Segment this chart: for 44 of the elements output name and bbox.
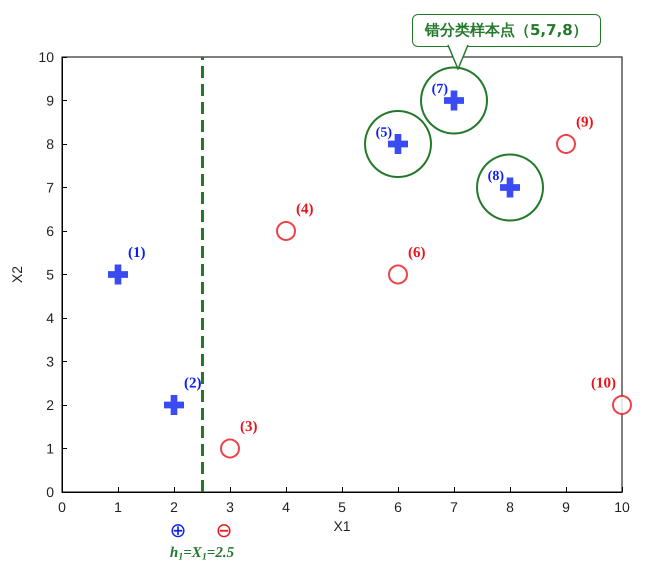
x-tick-label: 4 bbox=[282, 499, 290, 515]
y-tick-label: 10 bbox=[38, 49, 54, 65]
y-tick-label: 7 bbox=[46, 180, 54, 196]
x-tick-label: 1 bbox=[114, 499, 122, 515]
point bbox=[108, 264, 128, 284]
x-tick-label: 10 bbox=[614, 499, 630, 515]
y-tick-label: 8 bbox=[46, 136, 54, 152]
x-tick-label: 0 bbox=[58, 499, 66, 515]
point bbox=[164, 395, 184, 415]
point bbox=[612, 395, 632, 415]
y-tick-label: 3 bbox=[46, 354, 54, 370]
y-tick-label: 2 bbox=[46, 397, 54, 413]
annotation: (10) bbox=[591, 376, 616, 392]
text: ⊖ bbox=[216, 518, 232, 542]
y-tick-label: 6 bbox=[46, 223, 54, 239]
x-tick-label: 9 bbox=[562, 499, 570, 515]
point bbox=[220, 438, 240, 458]
x-tick-label: 8 bbox=[506, 499, 514, 515]
text: 错分类样本点（5,7,8） bbox=[412, 14, 601, 47]
annotation: (1) bbox=[128, 245, 146, 261]
x-tick-label: 2 bbox=[170, 499, 178, 515]
annotation: (2) bbox=[184, 376, 202, 392]
point bbox=[388, 264, 408, 284]
y-axis-title: X2 bbox=[9, 266, 25, 284]
x-tick-label: 3 bbox=[226, 499, 234, 515]
x-tick-label: 7 bbox=[450, 499, 458, 515]
x-axis-title: X1 bbox=[333, 518, 351, 534]
point bbox=[556, 134, 576, 154]
annotation: (8) bbox=[488, 169, 504, 184]
annotation: (5) bbox=[376, 126, 392, 140]
point bbox=[276, 221, 296, 241]
annotation: (7) bbox=[432, 82, 448, 97]
x-tick-label: 5 bbox=[338, 499, 346, 515]
y-tick-label: 4 bbox=[46, 310, 54, 326]
annotation: (9) bbox=[576, 114, 594, 130]
text: ⊕ bbox=[170, 518, 186, 542]
y-tick-label: 1 bbox=[46, 440, 54, 456]
x-tick-label: 6 bbox=[394, 499, 402, 515]
y-tick-label: 0 bbox=[46, 484, 54, 500]
annotation: (6) bbox=[408, 245, 426, 261]
y-tick-label: 5 bbox=[46, 266, 54, 282]
annotation: (4) bbox=[296, 202, 314, 218]
annotation: (3) bbox=[240, 419, 258, 435]
y-tick-label: 9 bbox=[46, 92, 54, 108]
